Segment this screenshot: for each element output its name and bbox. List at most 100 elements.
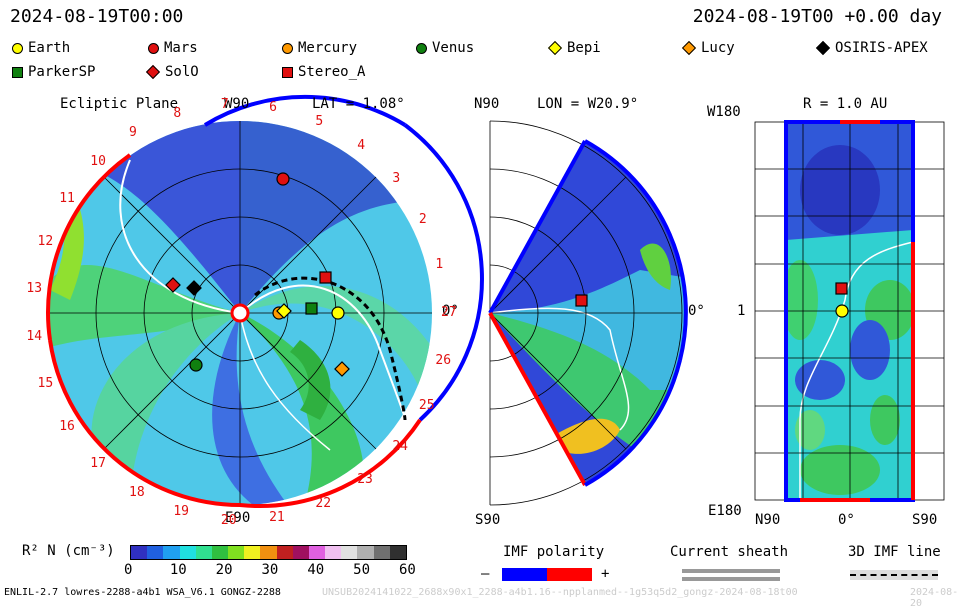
legend-item-lucy: Lucy xyxy=(681,40,735,56)
colorbar-segment xyxy=(195,546,212,559)
osiris-apex-marker xyxy=(186,280,202,296)
ecliptic-tick-25: 25 xyxy=(418,398,435,414)
ecliptic-tick-10: 10 xyxy=(90,153,106,169)
colorbar-segment xyxy=(179,546,196,559)
ecliptic-tick-20: 20 xyxy=(220,512,237,528)
legend-item-earth: Earth xyxy=(12,40,70,56)
colorbar-segment xyxy=(131,546,148,559)
footer-left: ENLIL-2.7 lowres-2288-a4b1 WSA_V6.1 GONG… xyxy=(4,587,281,598)
colorbar-segment xyxy=(389,546,406,559)
colorbar-tick-30: 30 xyxy=(261,562,279,578)
solo-diamond-icon xyxy=(145,64,161,80)
ecliptic-tick-26: 26 xyxy=(435,352,452,368)
legend-label: OSIRIS-APEX xyxy=(835,40,928,56)
radial-stereo-a-marker xyxy=(835,282,848,295)
colorbar-segment xyxy=(163,546,180,559)
radial-bottom-s90: S90 xyxy=(912,512,938,528)
header-time-left: 2024-08-19T00:00 xyxy=(10,6,184,27)
legend-item-stereo-a: Stereo_A xyxy=(282,64,365,80)
ecliptic-tick-19: 19 xyxy=(173,504,189,520)
ecliptic-tick-18: 18 xyxy=(129,485,145,501)
ecliptic-tick-12: 12 xyxy=(37,233,54,249)
ecliptic-tick-14: 14 xyxy=(26,329,43,345)
colorbar-segment xyxy=(244,546,261,559)
ecliptic-tick-21: 21 xyxy=(269,509,285,525)
venus-circle-icon xyxy=(416,42,427,54)
legend-label: Venus xyxy=(432,40,475,56)
current-sheath-label: Current sheath xyxy=(670,544,789,560)
venus-marker xyxy=(189,358,203,372)
ecliptic-bottom-label: E90 xyxy=(225,510,251,526)
meridional-plot xyxy=(488,120,688,506)
imf-negative-swatch xyxy=(502,568,547,581)
imf-positive-swatch xyxy=(547,568,592,581)
legend-item-mars: Mars xyxy=(148,40,198,56)
colorbar-tick-0: 0 xyxy=(124,562,133,578)
stereo-a-marker xyxy=(319,271,332,284)
legend-label: Mars xyxy=(164,40,198,56)
ecliptic-title: Ecliptic Plane xyxy=(60,96,179,112)
ecliptic-lat: LAT = 1.08° xyxy=(312,96,405,112)
colorbar-tick-40: 40 xyxy=(307,562,325,578)
current-sheath-line-1 xyxy=(682,569,780,573)
legend-item-parkersp: ParkerSP xyxy=(12,64,95,80)
legend-item-solo: SolO xyxy=(145,64,199,80)
bepi-marker xyxy=(276,303,292,319)
ecliptic-tick-17: 17 xyxy=(90,456,106,472)
earth-marker xyxy=(331,306,345,320)
parkersp-marker xyxy=(305,302,318,315)
ecliptic-tick-15: 15 xyxy=(37,376,54,392)
ecliptic-tick-23: 23 xyxy=(357,471,373,487)
ecliptic-tick-5: 5 xyxy=(315,114,324,129)
imf-line-label: 3D IMF line xyxy=(848,544,941,560)
current-sheath-line-2 xyxy=(682,577,780,581)
ecliptic-tick-2: 2 xyxy=(418,211,427,227)
legend-item-mercury: Mercury xyxy=(282,40,357,56)
parkersp-square-icon xyxy=(12,66,23,78)
legend-label: Lucy xyxy=(701,40,735,56)
radial-title: R = 1.0 AU xyxy=(803,96,888,112)
radial-earth-marker xyxy=(835,304,849,318)
colorbar-segment xyxy=(228,546,245,559)
legend-item-osiris-apex: OSIRIS-APEX xyxy=(815,40,928,56)
legend-item-bepi: Bepi xyxy=(547,40,601,56)
header-time-right: 2024-08-19T00 +0.00 day xyxy=(692,6,942,27)
colorbar-segment xyxy=(308,546,326,559)
earth-circle-icon xyxy=(12,42,23,54)
radial-plot xyxy=(754,120,945,502)
colorbar-segment xyxy=(292,546,309,559)
colorbar-label: R² N (cm⁻³) xyxy=(22,543,115,559)
footer-center: UNSUB2024141022_2688x90x1_2288-a4b1.16--… xyxy=(322,587,798,598)
mercury-circle-icon xyxy=(282,42,293,54)
ecliptic-tick-22: 22 xyxy=(315,495,332,511)
mars-circle-icon xyxy=(148,42,159,54)
radial-bottom-0: 0° xyxy=(838,512,855,528)
ecliptic-tick-13: 13 xyxy=(26,280,43,296)
colorbar-tick-50: 50 xyxy=(353,562,371,578)
radial-top-left-label: W180 xyxy=(707,104,741,120)
colorbar-tick-10: 10 xyxy=(169,562,187,578)
legend-label: Mercury xyxy=(298,40,358,56)
panels-svg xyxy=(46,94,945,509)
stereo-a-square-icon xyxy=(282,66,293,78)
solo-marker xyxy=(165,277,181,293)
colorbar-segment xyxy=(211,546,229,559)
imf-line-dash xyxy=(850,574,938,576)
lucy-marker xyxy=(334,361,350,377)
ecliptic-tick-16: 16 xyxy=(59,419,75,435)
ecliptic-tick-6: 6 xyxy=(269,100,277,116)
colorbar-segment xyxy=(260,546,277,559)
meridional-stereo-a-marker xyxy=(575,294,588,307)
osiris-apex-diamond-icon xyxy=(815,40,831,56)
legend-label: Stereo_A xyxy=(298,64,366,80)
ecliptic-tick-24: 24 xyxy=(392,438,408,454)
imf-minus: – xyxy=(481,566,490,582)
colorbar-segment xyxy=(276,546,293,559)
mars-marker xyxy=(276,172,290,186)
radial-bottom-left-label: E180 xyxy=(708,503,742,519)
meridional-bottom-label: S90 xyxy=(475,512,501,528)
radial-mid-left-label: 1 xyxy=(737,303,746,319)
legend-label: ParkerSP xyxy=(28,64,96,80)
meridional-right-label: 0° xyxy=(688,303,705,319)
ecliptic-tick-9: 9 xyxy=(129,124,137,140)
